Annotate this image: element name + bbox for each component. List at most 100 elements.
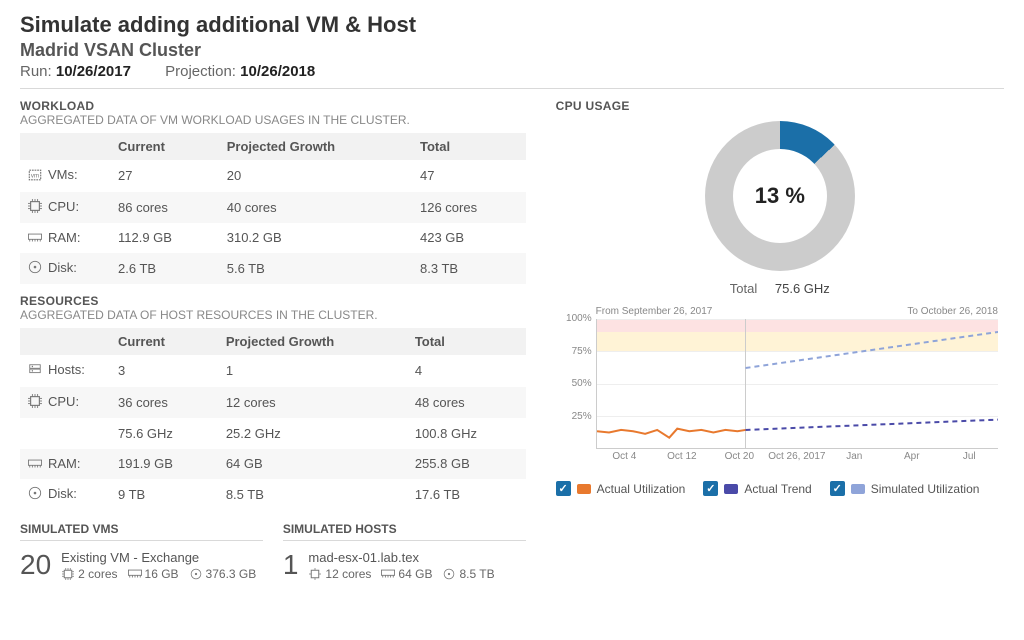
legend-item[interactable]: ✓ Actual Utilization — [556, 481, 686, 496]
cpu-icon — [308, 567, 322, 581]
page-header: Simulate adding additional VM & Host Mad… — [20, 12, 1004, 80]
table-row: Disk: 9 TB8.5 TB17.6 TB — [20, 479, 526, 511]
chart-to-date: To October 26, 2018 — [907, 306, 998, 317]
utilization-chart: From September 26, 2017 To October 26, 2… — [556, 306, 1004, 469]
row-projected: 310.2 GB — [219, 223, 412, 253]
table-row: Hosts:314 — [20, 355, 526, 387]
row-projected: 20 — [219, 160, 412, 192]
row-total: 423 GB — [412, 223, 526, 253]
row-current: 27 — [110, 160, 219, 192]
run-date: 10/26/2017 — [56, 63, 131, 80]
simulated-vms-count: 20 — [20, 549, 51, 581]
y-axis-label: 75% — [556, 346, 592, 357]
table-header: Total — [412, 133, 526, 160]
table-header: Current — [110, 133, 219, 160]
resources-title: RESOURCES — [20, 294, 526, 308]
row-current: 36 cores — [110, 387, 218, 419]
workload-table: CurrentProjected GrowthTotal vm VMs: 272047… — [20, 133, 526, 284]
table-row: CPU:36 cores12 cores48 cores — [20, 387, 526, 419]
workload-subtitle: AGGREGATED DATA OF VM WORKLOAD USAGES IN… — [20, 113, 526, 127]
legend-swatch — [851, 484, 865, 494]
run-projection-line: Run: 10/26/2017 Projection: 10/26/2018 — [20, 63, 1004, 80]
ram-icon — [28, 231, 42, 245]
ram-icon — [28, 457, 42, 471]
cpu-total-value: 75.6 GHz — [775, 281, 830, 296]
legend-item[interactable]: ✓ Simulated Utilization — [830, 481, 980, 496]
y-axis-label: 25% — [556, 411, 592, 422]
sim-host-disk: 8.5 TB — [459, 567, 494, 581]
simulated-vms-block: SIMULATED VMS 20 Existing VM - Exchange … — [20, 522, 263, 581]
row-projected: 5.6 TB — [219, 253, 412, 285]
resources-table: CurrentProjected GrowthTotalHosts:314CPU… — [20, 328, 526, 510]
row-current: 9 TB — [110, 479, 218, 511]
disk-icon — [28, 486, 42, 500]
row-label: RAM: — [48, 456, 81, 471]
row-label: Disk: — [48, 486, 77, 501]
run-label: Run: — [20, 63, 52, 80]
resources-subtitle: AGGREGATED DATA OF HOST RESOURCES IN THE… — [20, 308, 526, 322]
sim-vm-ram: 16 GB — [145, 567, 179, 581]
row-total: 255.8 GB — [407, 449, 526, 479]
legend-checkbox[interactable]: ✓ — [703, 481, 718, 496]
vm-icon: vm — [28, 168, 42, 182]
x-axis-label: Oct 26, 2017 — [768, 451, 825, 469]
cpu-usage-donut: 13 % — [705, 121, 855, 271]
legend-checkbox[interactable]: ✓ — [830, 481, 845, 496]
simulated-hosts-title: SIMULATED HOSTS — [283, 522, 526, 541]
simulated-vms-title: SIMULATED VMS — [20, 522, 263, 541]
row-projected: 40 cores — [219, 192, 412, 224]
legend-swatch — [577, 484, 591, 494]
cpu-total-label: Total — [730, 281, 757, 296]
x-axis-label: Apr — [883, 451, 940, 469]
x-axis-label: Oct 20 — [711, 451, 768, 469]
row-label: RAM: — [48, 230, 81, 245]
row-current: 191.9 GB — [110, 449, 218, 479]
x-axis-label: Jul — [941, 451, 998, 469]
sim-host-cpu: 12 cores — [325, 567, 371, 581]
disk-icon — [28, 260, 42, 274]
row-total: 48 cores — [407, 387, 526, 419]
cpu-icon — [28, 199, 42, 213]
legend-checkbox[interactable]: ✓ — [556, 481, 571, 496]
chart-svg — [597, 319, 998, 448]
ram-icon — [381, 567, 395, 581]
cpu-usage-title: CPU USAGE — [556, 99, 1004, 113]
chart-legend: ✓ Actual Utilization ✓ Actual Trend ✓ Simulat… — [556, 481, 1004, 496]
table-row: vm VMs: 272047 — [20, 160, 526, 192]
legend-label: Actual Utilization — [597, 482, 686, 496]
page-title: Simulate adding additional VM & Host — [20, 12, 1004, 38]
row-label: VMs: — [48, 167, 78, 182]
y-axis-label: 50% — [556, 378, 592, 389]
table-header — [20, 328, 110, 355]
sim-host-ram: 64 GB — [398, 567, 432, 581]
row-total: 47 — [412, 160, 526, 192]
header-divider — [20, 88, 1004, 89]
row-current: 112.9 GB — [110, 223, 219, 253]
legend-label: Actual Trend — [744, 482, 811, 496]
legend-label: Simulated Utilization — [871, 482, 980, 496]
row-current: 2.6 TB — [110, 253, 219, 285]
row-projected: 25.2 GHz — [218, 418, 407, 449]
simulated-hosts-block: SIMULATED HOSTS 1 mad-esx-01.lab.tex 12 … — [283, 522, 526, 581]
row-projected: 8.5 TB — [218, 479, 407, 511]
row-total: 4 — [407, 355, 526, 387]
row-total: 100.8 GHz — [407, 418, 526, 449]
row-total: 17.6 TB — [407, 479, 526, 511]
row-label: Hosts: — [48, 362, 85, 377]
table-header: Projected Growth — [219, 133, 412, 160]
row-total: 126 cores — [412, 192, 526, 224]
row-current: 3 — [110, 355, 218, 387]
row-current: 75.6 GHz — [110, 418, 218, 449]
table-header: Total — [407, 328, 526, 355]
legend-swatch — [724, 484, 738, 494]
cpu-icon — [61, 567, 75, 581]
row-label: CPU: — [48, 394, 79, 409]
table-row: 75.6 GHz25.2 GHz100.8 GHz — [20, 418, 526, 449]
table-row: RAM: 112.9 GB310.2 GB423 GB — [20, 223, 526, 253]
row-current: 86 cores — [110, 192, 219, 224]
row-label: Disk: — [48, 260, 77, 275]
host-icon — [28, 363, 42, 377]
sim-vm-disk: 376.3 GB — [206, 567, 257, 581]
legend-item[interactable]: ✓ Actual Trend — [703, 481, 811, 496]
table-row: CPU:86 cores40 cores126 cores — [20, 192, 526, 224]
